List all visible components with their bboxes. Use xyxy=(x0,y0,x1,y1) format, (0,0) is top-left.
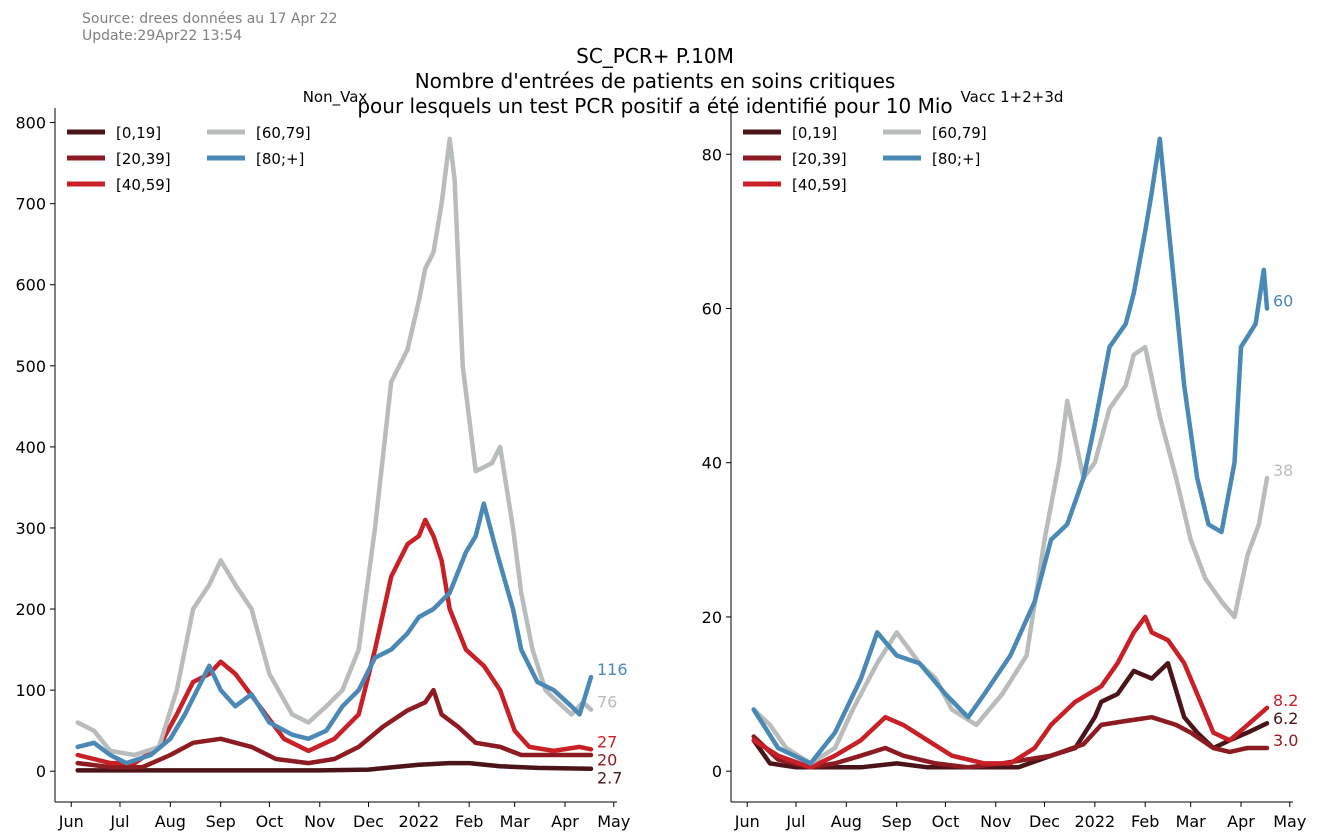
x-tick-label: 2022 xyxy=(1074,812,1115,831)
end-label-20-39: 20 xyxy=(597,750,617,769)
x-tick-label: Jun xyxy=(58,812,84,831)
end-label-20-39: 3.0 xyxy=(1273,731,1298,750)
end-label-80: 116 xyxy=(597,660,628,679)
y-tick-label: 20 xyxy=(702,608,722,627)
legend-label-0-19: [0,19] xyxy=(116,124,161,142)
end-label-80: 60 xyxy=(1273,291,1293,310)
legend-label-40-59: [40,59] xyxy=(116,176,171,194)
legend-label-80: [80;+] xyxy=(256,150,304,168)
x-tick-label: Oct xyxy=(932,812,960,831)
series-line-80 xyxy=(751,136,1270,766)
y-tick-label: 0 xyxy=(36,762,46,781)
suptitle-line-3: pour lesquels un test PCR positif a été … xyxy=(357,94,952,118)
x-tick-label: Aug xyxy=(155,812,186,831)
series-line-40-59 xyxy=(751,614,1270,770)
source-line-1: Source: drees données au 17 Apr 22 xyxy=(82,11,337,27)
x-tick-label: Jun xyxy=(734,812,760,831)
legend-label-40-59: [40,59] xyxy=(792,176,847,194)
x-tick-label: Feb xyxy=(455,812,483,831)
x-tick-label: Feb xyxy=(1131,812,1159,831)
end-label-60-79: 76 xyxy=(597,693,617,712)
series-line-80 xyxy=(75,501,594,766)
y-tick-label: 400 xyxy=(15,438,46,457)
y-tick-label: 40 xyxy=(702,454,722,473)
y-tick-label: 600 xyxy=(15,276,46,295)
legend-label-60-79: [60,79] xyxy=(932,124,987,142)
y-tick-label: 700 xyxy=(15,195,46,214)
x-tick-label: Mar xyxy=(500,812,531,831)
end-label-60-79: 38 xyxy=(1273,461,1293,480)
series-line-20-39 xyxy=(75,687,594,770)
subplot-title: Non_Vax xyxy=(303,88,368,107)
end-label-40-59: 8.2 xyxy=(1273,691,1298,710)
series-line-60-79 xyxy=(75,136,594,758)
end-label-0-19: 2.7 xyxy=(597,768,622,787)
subplot-title: Vacc 1+2+3d xyxy=(961,88,1064,106)
legend: [0,19] [20,39] [40,59] [60,79] [80;+] xyxy=(743,124,987,194)
series-line-40-59 xyxy=(75,517,594,766)
x-tick-label: Mar xyxy=(1176,812,1207,831)
y-tick-label: 80 xyxy=(702,145,722,164)
legend-label-80: [80;+] xyxy=(932,150,980,168)
legend-label-20-39: [20,39] xyxy=(792,150,847,168)
x-tick-label: Dec xyxy=(353,812,384,831)
series-line-20-39 xyxy=(751,714,1270,770)
series-line-60-79 xyxy=(751,344,1270,766)
chart-panel-1: Non_Vax 0 100 200 300 400 500 600 700 800 Jun Jul Au… xyxy=(15,88,630,831)
x-tick-label: May xyxy=(1273,812,1306,831)
chart-panel-2: Vacc 1+2+3d 0 20 40 60 80 Jun Jul Aug Sep Oct Nov De… xyxy=(702,88,1307,831)
legend-label-0-19: [0,19] xyxy=(792,124,837,142)
y-tick-label: 60 xyxy=(702,299,722,318)
legend-label-20-39: [20,39] xyxy=(116,150,171,168)
x-tick-label: May xyxy=(597,812,630,831)
y-tick-label: 800 xyxy=(15,114,46,133)
y-tick-label: 300 xyxy=(15,519,46,538)
y-tick-label: 100 xyxy=(15,681,46,700)
series-line-0-19 xyxy=(75,760,594,773)
suptitle-line-1: SC_PCR+ P.10M xyxy=(576,44,734,68)
x-tick-label: 2022 xyxy=(398,812,439,831)
end-label-40-59: 27 xyxy=(597,732,617,751)
x-tick-label: Sep xyxy=(882,812,912,831)
legend: [0,19] [20,39] [40,59] [60,79] [80;+] xyxy=(67,124,311,194)
y-tick-label: 0 xyxy=(712,762,722,781)
x-tick-label: Apr xyxy=(551,812,579,831)
y-tick-label: 200 xyxy=(15,600,46,619)
x-tick-label: Sep xyxy=(206,812,236,831)
x-tick-label: Jul xyxy=(785,812,805,831)
x-tick-label: Nov xyxy=(980,812,1011,831)
x-tick-label: Oct xyxy=(256,812,284,831)
x-tick-label: Jul xyxy=(109,812,129,831)
legend-label-60-79: [60,79] xyxy=(256,124,311,142)
end-label-0-19: 6.2 xyxy=(1273,709,1298,728)
x-tick-label: Nov xyxy=(304,812,335,831)
x-tick-label: Apr xyxy=(1227,812,1255,831)
suptitle-line-2: Nombre d'entrées de patients en soins cr… xyxy=(415,69,896,93)
series-line-0-19 xyxy=(751,660,1270,770)
x-tick-label: Dec xyxy=(1029,812,1060,831)
x-tick-label: Aug xyxy=(831,812,862,831)
source-line-2: Update:29Apr22 13:54 xyxy=(82,28,242,44)
y-tick-label: 500 xyxy=(15,357,46,376)
